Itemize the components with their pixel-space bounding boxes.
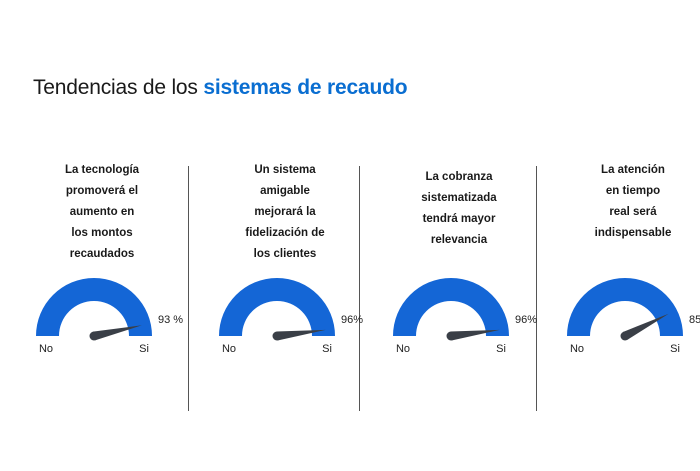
question-line: indispensable [594, 227, 672, 239]
gauge-value-label: 85% [689, 314, 700, 326]
gauge-value-label: 96% [515, 314, 537, 326]
gauge-min-label: No [396, 343, 410, 355]
gauge-min-label: No [222, 343, 236, 355]
gauge-min-label: No [570, 343, 584, 355]
question-line: promoverá el [65, 185, 139, 197]
gauge-needle-hub [620, 331, 630, 341]
gauge-needle [450, 329, 500, 341]
gauge-max-label: Si [670, 343, 680, 355]
question-line: sistematizada [421, 192, 497, 204]
gauge-value-label: 93 % [158, 314, 183, 326]
question-line: los montos [71, 227, 133, 239]
gauge-min-label: No [39, 343, 53, 355]
title-highlight: sistemas de recaudo [203, 76, 408, 99]
gauge-needle [276, 329, 326, 341]
divider [188, 166, 189, 411]
divider [359, 166, 360, 411]
page-title: Tendencias de los sistemas de recaudo [33, 76, 408, 100]
question-line: aumento en [69, 206, 135, 218]
question-line: mejorará la [254, 206, 316, 218]
divider [536, 166, 537, 411]
gauge-max-label: Si [139, 343, 149, 355]
question-line: fidelización de [245, 227, 325, 239]
question-line: relevancia [430, 234, 488, 246]
gauge-arc [219, 278, 335, 336]
gauge-chart: 93 % No Si [36, 278, 183, 355]
question-line: Un sistema [254, 164, 316, 176]
question-line: recaudados [69, 248, 135, 260]
gauge-max-label: Si [496, 343, 506, 355]
gauge-value-label: 96% [341, 314, 363, 326]
question-line: tendrá mayor [422, 213, 496, 225]
question-line: los clientes [253, 248, 317, 260]
question-line: en tiempo [605, 185, 661, 197]
gauge-question: Un sistema amigable mejorará la fidelizació… [200, 160, 370, 265]
gauge-question: La tecnología promoverá el aumento en los m… [17, 160, 187, 265]
question-line: amigable [260, 185, 310, 197]
gauge-arc [36, 278, 152, 336]
gauge-chart: 96% No Si [393, 278, 537, 355]
title-prefix: Tendencias de los [33, 76, 204, 99]
gauge-question: La cobranza sistematizada tendrá mayor rele… [374, 167, 544, 251]
gauge-chart: 96% No Si [219, 278, 363, 355]
gauge-needle-hub [272, 331, 282, 341]
gauge-needle [622, 313, 669, 341]
gauge-needle [93, 325, 142, 341]
question-line: La atención [601, 164, 665, 176]
question-line: La cobranza [425, 171, 493, 183]
gauge-question: La atención en tiempo real será indispensab… [548, 160, 700, 244]
question-line: real será [609, 206, 657, 218]
gauge-chart: 85% No Si [567, 278, 700, 355]
gauge-arc [393, 278, 509, 336]
gauge-needle-hub [446, 331, 456, 341]
gauge-needle-hub [89, 331, 99, 341]
gauge-max-label: Si [322, 343, 332, 355]
question-line: La tecnología [64, 164, 140, 176]
gauge-arc [567, 278, 683, 336]
